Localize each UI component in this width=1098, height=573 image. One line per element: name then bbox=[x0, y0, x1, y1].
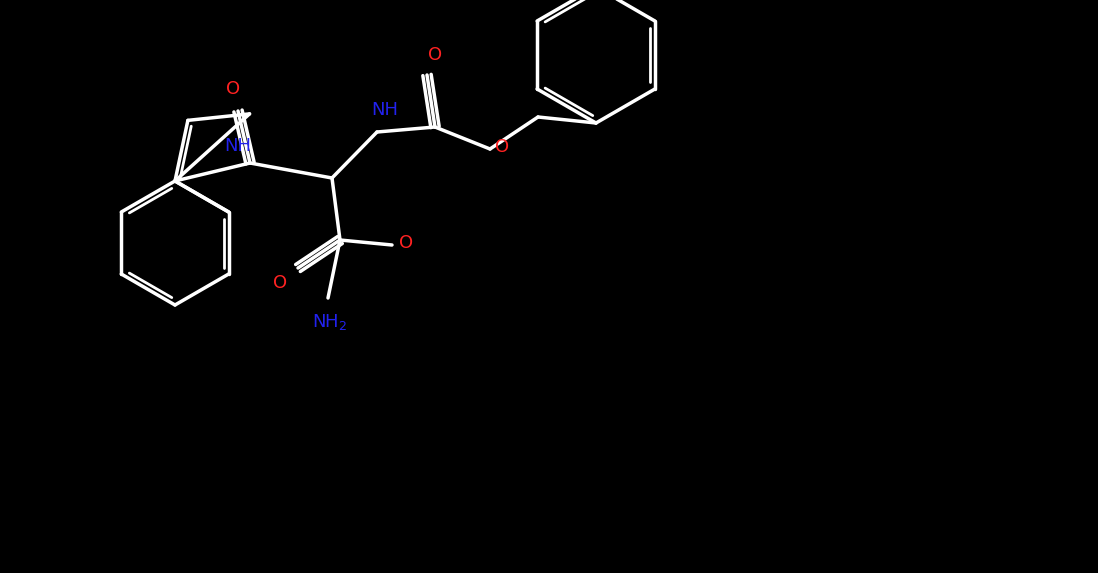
Text: O: O bbox=[273, 274, 287, 292]
Text: NH: NH bbox=[371, 101, 399, 119]
Text: O: O bbox=[399, 234, 413, 252]
Text: O: O bbox=[495, 138, 509, 156]
Text: O: O bbox=[428, 46, 442, 64]
Text: O: O bbox=[226, 80, 240, 98]
Text: NH: NH bbox=[224, 137, 251, 155]
Text: NH$_2$: NH$_2$ bbox=[312, 312, 348, 332]
